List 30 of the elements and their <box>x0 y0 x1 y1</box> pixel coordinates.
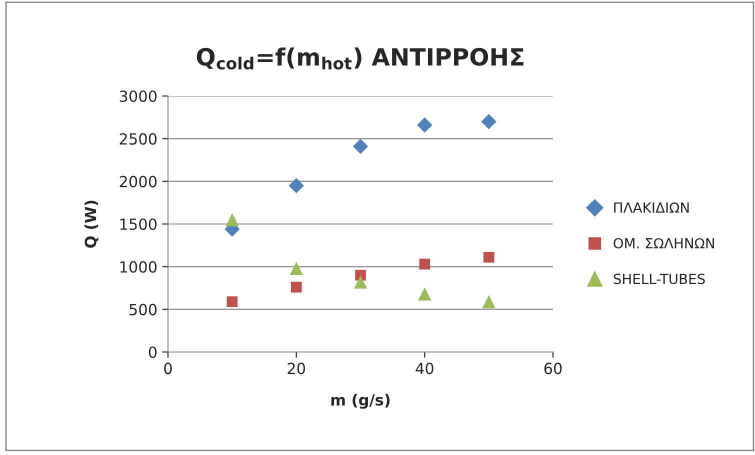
y-tick-label: 1000 <box>120 261 157 273</box>
legend-label: ΟΜ. ΣΩΛΗΝΩΝ <box>614 238 714 249</box>
legend-label: ΠΛΑΚΙΔΙΩΝ <box>614 202 689 213</box>
x-tick-label: 0 <box>164 362 172 374</box>
chart-title: Q$_{cold}$=f(m$_{hot}$) ΑΝΤΙΡΡΟΗΣ <box>196 48 524 70</box>
y-tick-label: 2000 <box>120 176 157 188</box>
y-tick-label: 2500 <box>120 133 157 145</box>
legend-label: SHELL-TUBES <box>614 274 705 284</box>
y-axis-title: Q (W) <box>84 200 98 248</box>
x-tick-label: 20 <box>288 362 306 374</box>
point <box>290 282 302 293</box>
point <box>226 213 239 226</box>
point <box>290 262 303 275</box>
y-tick-label: 0 <box>148 346 157 358</box>
x-tick-label: 40 <box>416 362 434 374</box>
point <box>419 258 430 270</box>
point <box>354 275 368 289</box>
point <box>417 117 432 133</box>
x-axis-title: m (g/s) <box>331 394 390 409</box>
y-tick-label: 500 <box>130 304 157 316</box>
point <box>352 138 368 154</box>
point <box>483 252 494 263</box>
point <box>482 295 496 308</box>
point <box>418 287 432 301</box>
point <box>481 114 496 130</box>
x-tick-label: 60 <box>544 362 562 374</box>
y-tick-label: 1500 <box>120 218 157 230</box>
point <box>226 296 238 308</box>
point <box>288 178 304 194</box>
y-tick-label: 3000 <box>120 90 157 102</box>
